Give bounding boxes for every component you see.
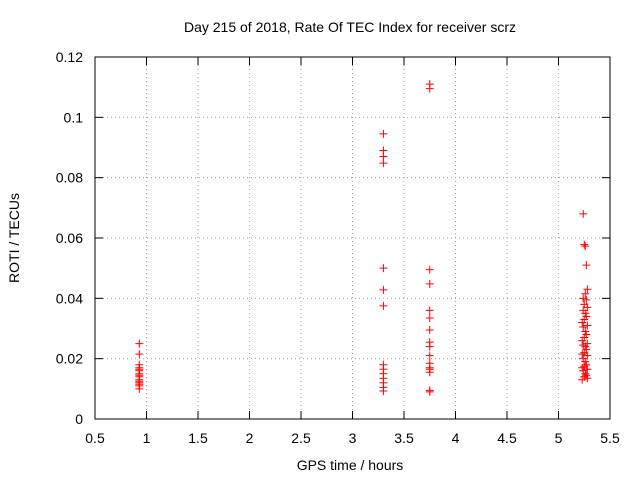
data-point (583, 365, 592, 374)
y-tick-label: 0.08 (56, 170, 83, 186)
data-point (578, 336, 587, 345)
data-point (579, 209, 588, 218)
data-point (379, 129, 388, 138)
data-point (379, 386, 388, 395)
data-point (582, 295, 591, 304)
data-point (581, 289, 590, 298)
x-tick-label: 3 (349, 430, 357, 446)
data-point (425, 265, 434, 274)
data-point (379, 159, 388, 168)
data-point (135, 384, 144, 393)
data-point (135, 339, 144, 348)
data-point (581, 242, 590, 251)
data-point (579, 322, 588, 331)
x-tick-label: 2 (246, 430, 254, 446)
data-point (425, 342, 434, 351)
data-point (578, 375, 587, 384)
data-point (425, 387, 434, 396)
data-point (425, 313, 434, 322)
axis-ticks: 0.5 1 1.5 2 2.5 3 3.5 4 4.5 5 5.5 0 0.02 0.04 0.06 0.08… (56, 49, 620, 446)
data-point (425, 306, 434, 315)
data-point (578, 318, 587, 327)
chart-title: Day 215 of 2018, Rate Of TEC Index for r… (184, 19, 516, 35)
y-tick-label: 0.12 (56, 49, 83, 65)
x-tick-label: 1 (143, 430, 151, 446)
x-tick-label: 4 (452, 430, 460, 446)
data-point (583, 321, 592, 330)
x-axis-label: GPS time / hours (297, 457, 404, 473)
data-point (578, 350, 587, 359)
data-point (583, 374, 592, 383)
y-tick-label: 0 (75, 411, 83, 427)
data-point (425, 368, 434, 377)
data-point (379, 285, 388, 294)
y-tick-label: 0.06 (56, 230, 83, 246)
data-point (583, 351, 592, 360)
data-point (582, 261, 591, 270)
y-tick-label: 0.1 (64, 109, 84, 125)
data-point (583, 303, 592, 312)
data-point (425, 326, 434, 335)
data-point (379, 264, 388, 273)
data-point (579, 341, 588, 350)
x-tick-label: 4.5 (497, 430, 517, 446)
x-tick-label: 5.5 (600, 430, 620, 446)
x-tick-label: 1.5 (188, 430, 208, 446)
data-point (425, 351, 434, 360)
data-point (582, 360, 591, 369)
data-point (425, 279, 434, 288)
x-tick-label: 3.5 (394, 430, 414, 446)
grid-lines (95, 57, 610, 419)
data-point (135, 350, 144, 359)
plot-frame (94, 56, 611, 420)
y-axis-label: ROTI / TECUs (6, 193, 22, 283)
data-point (379, 301, 388, 310)
data-points (135, 80, 592, 396)
data-point (583, 285, 592, 294)
data-point (580, 240, 589, 249)
x-tick-label: 0.5 (85, 430, 105, 446)
data-point (425, 84, 434, 93)
x-tick-label: 2.5 (291, 430, 311, 446)
x-tick-label: 5 (555, 430, 563, 446)
y-tick-label: 0.02 (56, 351, 83, 367)
y-tick-label: 0.04 (56, 290, 83, 306)
